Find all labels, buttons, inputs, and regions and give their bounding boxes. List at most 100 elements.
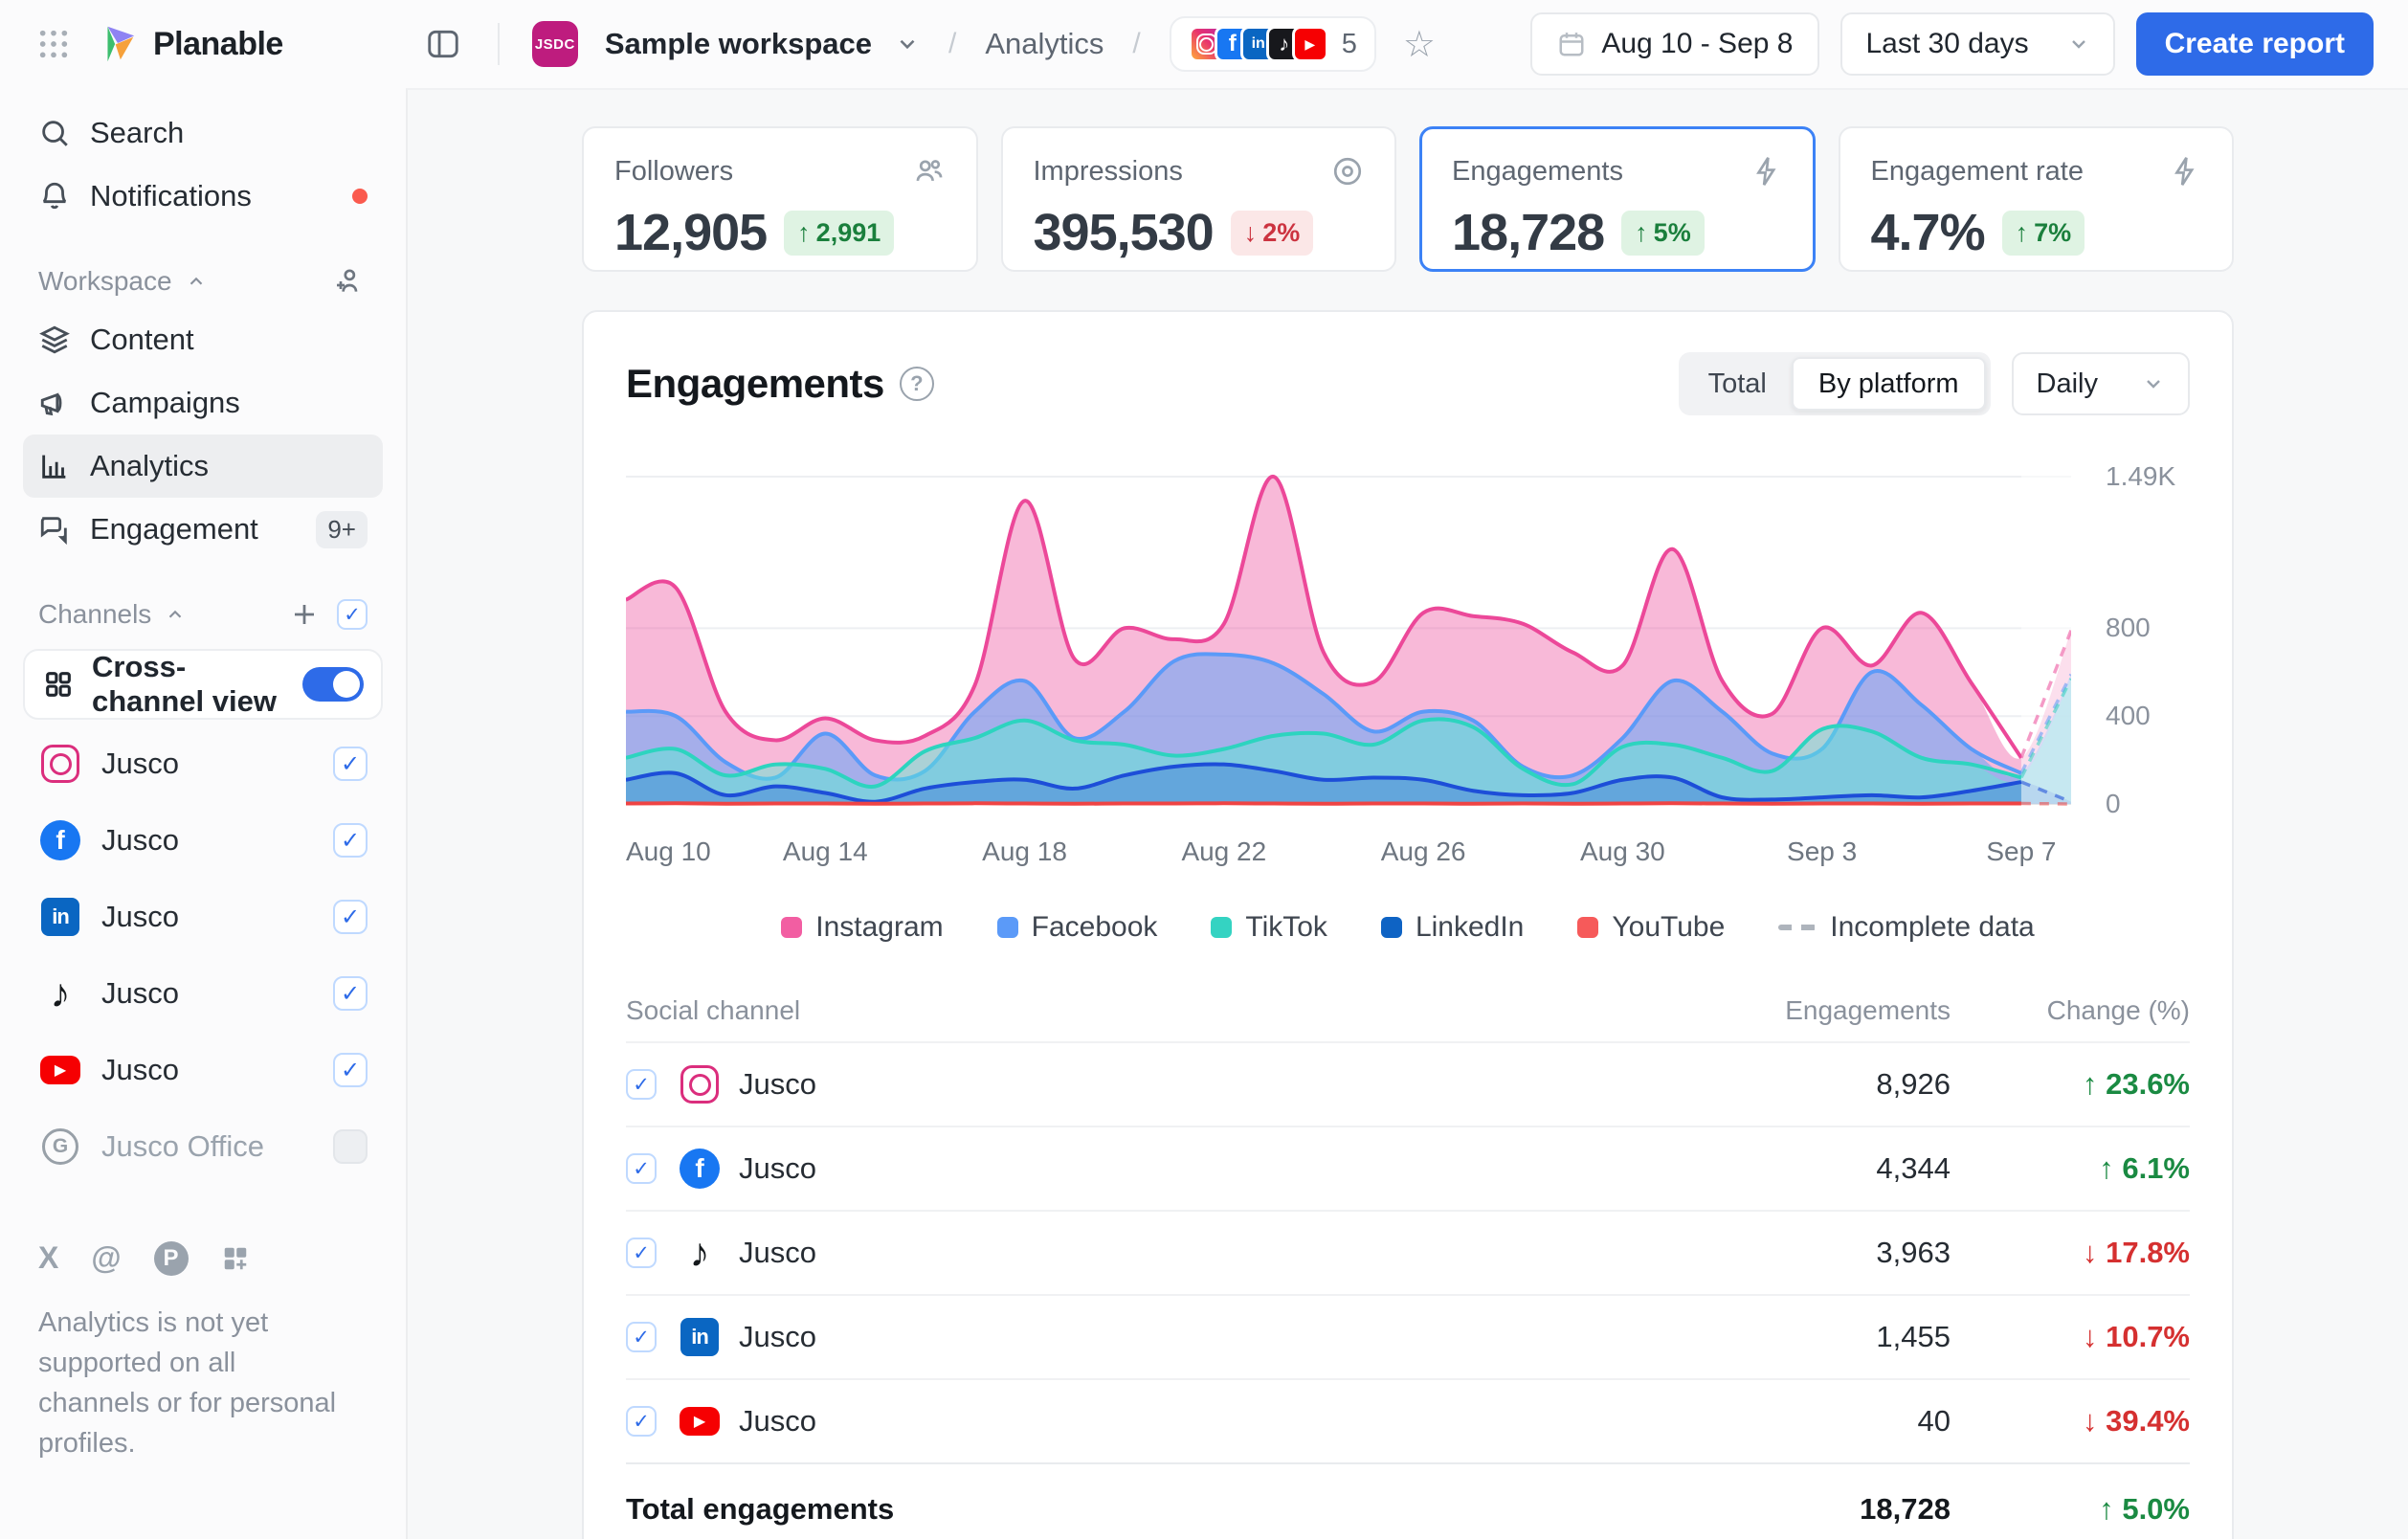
- channel-checkbox[interactable]: [333, 900, 368, 934]
- engagement-count-badge: 9+: [316, 511, 368, 548]
- x-axis-tick: Aug 22: [1181, 836, 1266, 867]
- change-arrow: ↑: [2099, 1151, 2114, 1185]
- channel-count: 5: [1342, 29, 1357, 60]
- chart-mode-by-platform[interactable]: By platform: [1792, 357, 1986, 411]
- sidebar-item-label: Analytics: [90, 449, 209, 483]
- row-checkbox[interactable]: [626, 1238, 657, 1268]
- sidebar-item-campaigns[interactable]: Campaigns: [23, 371, 383, 435]
- threads-icon: @: [91, 1240, 121, 1276]
- row-checkbox[interactable]: [626, 1069, 657, 1100]
- add-channel-icon[interactable]: [285, 595, 323, 634]
- x-axis-tick: Sep 3: [1787, 836, 1857, 867]
- chevron-down-icon[interactable]: [895, 32, 920, 56]
- change-value: ↓ 39.4%: [1951, 1404, 2190, 1439]
- channel-checkbox[interactable]: [333, 1053, 368, 1087]
- kpi-card-followers[interactable]: Followers 12,905 ↑2,991: [582, 126, 978, 272]
- kpi-card-engagement-rate[interactable]: Engagement rate 4.7% ↑7%: [1839, 126, 2235, 272]
- search-icon: [38, 117, 71, 149]
- sidebar-item-engagement[interactable]: Engagement 9+: [23, 498, 383, 561]
- sidebar-collapse-icon[interactable]: [421, 22, 465, 66]
- y-axis-tick: 0: [2106, 789, 2121, 819]
- bell-icon: [38, 180, 71, 212]
- chevron-up-icon[interactable]: [186, 271, 207, 292]
- channel-checkbox[interactable]: [333, 823, 368, 858]
- sidebar-item-search[interactable]: Search: [23, 101, 383, 165]
- change-arrow: ↓: [2083, 1320, 2098, 1353]
- cross-channel-view-toggle-row[interactable]: Cross-channel view: [23, 649, 383, 720]
- legend-item[interactable]: Instagram: [781, 911, 943, 944]
- workspace-avatar[interactable]: JSDC: [532, 21, 578, 67]
- kpi-cards: Followers 12,905 ↑2,991 Impressions 395,…: [582, 126, 2234, 272]
- channel-list-item[interactable]: Jusco: [23, 808, 383, 873]
- legend-item[interactable]: TikTok: [1211, 911, 1327, 944]
- x-twitter-icon: X: [38, 1240, 58, 1276]
- channel-list-item[interactable]: Jusco: [23, 1037, 383, 1103]
- kpi-card-impressions[interactable]: Impressions 395,530 ↓2%: [1001, 126, 1397, 272]
- kpi-value: 395,530: [1034, 203, 1214, 262]
- granularity-value: Daily: [2037, 368, 2098, 400]
- channel-list-item[interactable]: Jusco Office: [23, 1114, 383, 1179]
- header-actions: Aug 10 - Sep 8 Last 30 days Create repor…: [1530, 12, 2374, 76]
- table-row: Jusco 3,963 ↓ 17.8%: [626, 1210, 2190, 1294]
- date-range-button[interactable]: Aug 10 - Sep 8: [1530, 12, 1819, 76]
- select-all-channels-checkbox[interactable]: [337, 599, 368, 630]
- platform-icon: [678, 1315, 722, 1359]
- sidebar-item-notifications[interactable]: Notifications: [23, 165, 383, 228]
- channel-checkbox[interactable]: [333, 1129, 368, 1164]
- channel-list: Jusco Jusco Jusco Jusco: [23, 731, 383, 1179]
- channel-filter-pill[interactable]: 5: [1170, 16, 1376, 72]
- help-icon[interactable]: ?: [900, 367, 934, 401]
- channel-list-item[interactable]: Jusco: [23, 731, 383, 796]
- create-report-button[interactable]: Create report: [2136, 12, 2374, 76]
- bar-chart-icon: [38, 450, 71, 482]
- breadcrumb-page[interactable]: Analytics: [985, 27, 1104, 61]
- kpi-change-value: 5%: [1654, 218, 1691, 248]
- sidebar-item-label: Engagement: [90, 512, 297, 546]
- sidebar-item-analytics[interactable]: Analytics: [23, 435, 383, 498]
- sidebar: Search Notifications Workspace Content C…: [0, 88, 406, 1539]
- legend-item[interactable]: YouTube: [1577, 911, 1725, 944]
- row-checkbox[interactable]: [626, 1406, 657, 1437]
- channel-name: Jusco: [739, 1236, 1635, 1270]
- legend-item-incomplete: Incomplete data: [1778, 911, 2034, 944]
- channel-checkbox[interactable]: [333, 976, 368, 1011]
- channel-name: Jusco Office: [101, 1129, 314, 1164]
- platform-icon: [38, 1125, 82, 1169]
- legend-label: Facebook: [1032, 911, 1158, 944]
- channel-list-item[interactable]: Jusco: [23, 961, 383, 1026]
- channel-checkbox[interactable]: [333, 747, 368, 781]
- period-select[interactable]: Last 30 days: [1840, 12, 2114, 76]
- invite-user-icon[interactable]: [329, 262, 368, 301]
- favorite-star-icon[interactable]: ☆: [1403, 23, 1436, 66]
- change-value: ↑ 6.1%: [1951, 1151, 2190, 1186]
- cross-channel-toggle[interactable]: [302, 667, 364, 702]
- engagements-panel: Engagements ? Total By platform Daily 1.…: [582, 310, 2234, 1539]
- planable-logo[interactable]: Planable: [96, 22, 283, 66]
- sidebar-item-label: Campaigns: [90, 386, 240, 420]
- channel-name: Jusco: [739, 1067, 1635, 1102]
- panel-title: Engagements: [626, 361, 884, 407]
- engagements-value: 1,455: [1635, 1320, 1951, 1354]
- legend-swatch: [1577, 917, 1598, 938]
- legend-item[interactable]: LinkedIn: [1381, 911, 1524, 944]
- channel-name: Jusco: [101, 823, 314, 858]
- workspace-name[interactable]: Sample workspace: [605, 27, 872, 61]
- kpi-card-engagements[interactable]: Engagements 18,728 ↑5%: [1419, 126, 1816, 272]
- channel-list-item[interactable]: Jusco: [23, 884, 383, 949]
- chart-mode-total[interactable]: Total: [1683, 357, 1792, 411]
- platform-icon: [38, 818, 82, 862]
- top-header: Planable JSDC Sample workspace / Analyti…: [0, 0, 2408, 88]
- app-launcher-icon[interactable]: [34, 25, 73, 63]
- chevron-down-icon: [2142, 372, 2165, 395]
- chevron-up-icon[interactable]: [165, 604, 186, 625]
- sidebar-item-content[interactable]: Content: [23, 308, 383, 371]
- channel-name: Jusco: [101, 1053, 314, 1087]
- row-checkbox[interactable]: [626, 1322, 657, 1352]
- row-checkbox[interactable]: [626, 1153, 657, 1184]
- breadcrumb-separator: /: [948, 28, 956, 60]
- granularity-select[interactable]: Daily: [2012, 352, 2190, 415]
- layers-icon: [38, 323, 71, 356]
- legend-item[interactable]: Facebook: [997, 911, 1158, 944]
- area-chart-canvas[interactable]: [626, 448, 2071, 831]
- chart-legend: Instagram Facebook TikTok LinkedIn YouTube I…: [626, 911, 2190, 944]
